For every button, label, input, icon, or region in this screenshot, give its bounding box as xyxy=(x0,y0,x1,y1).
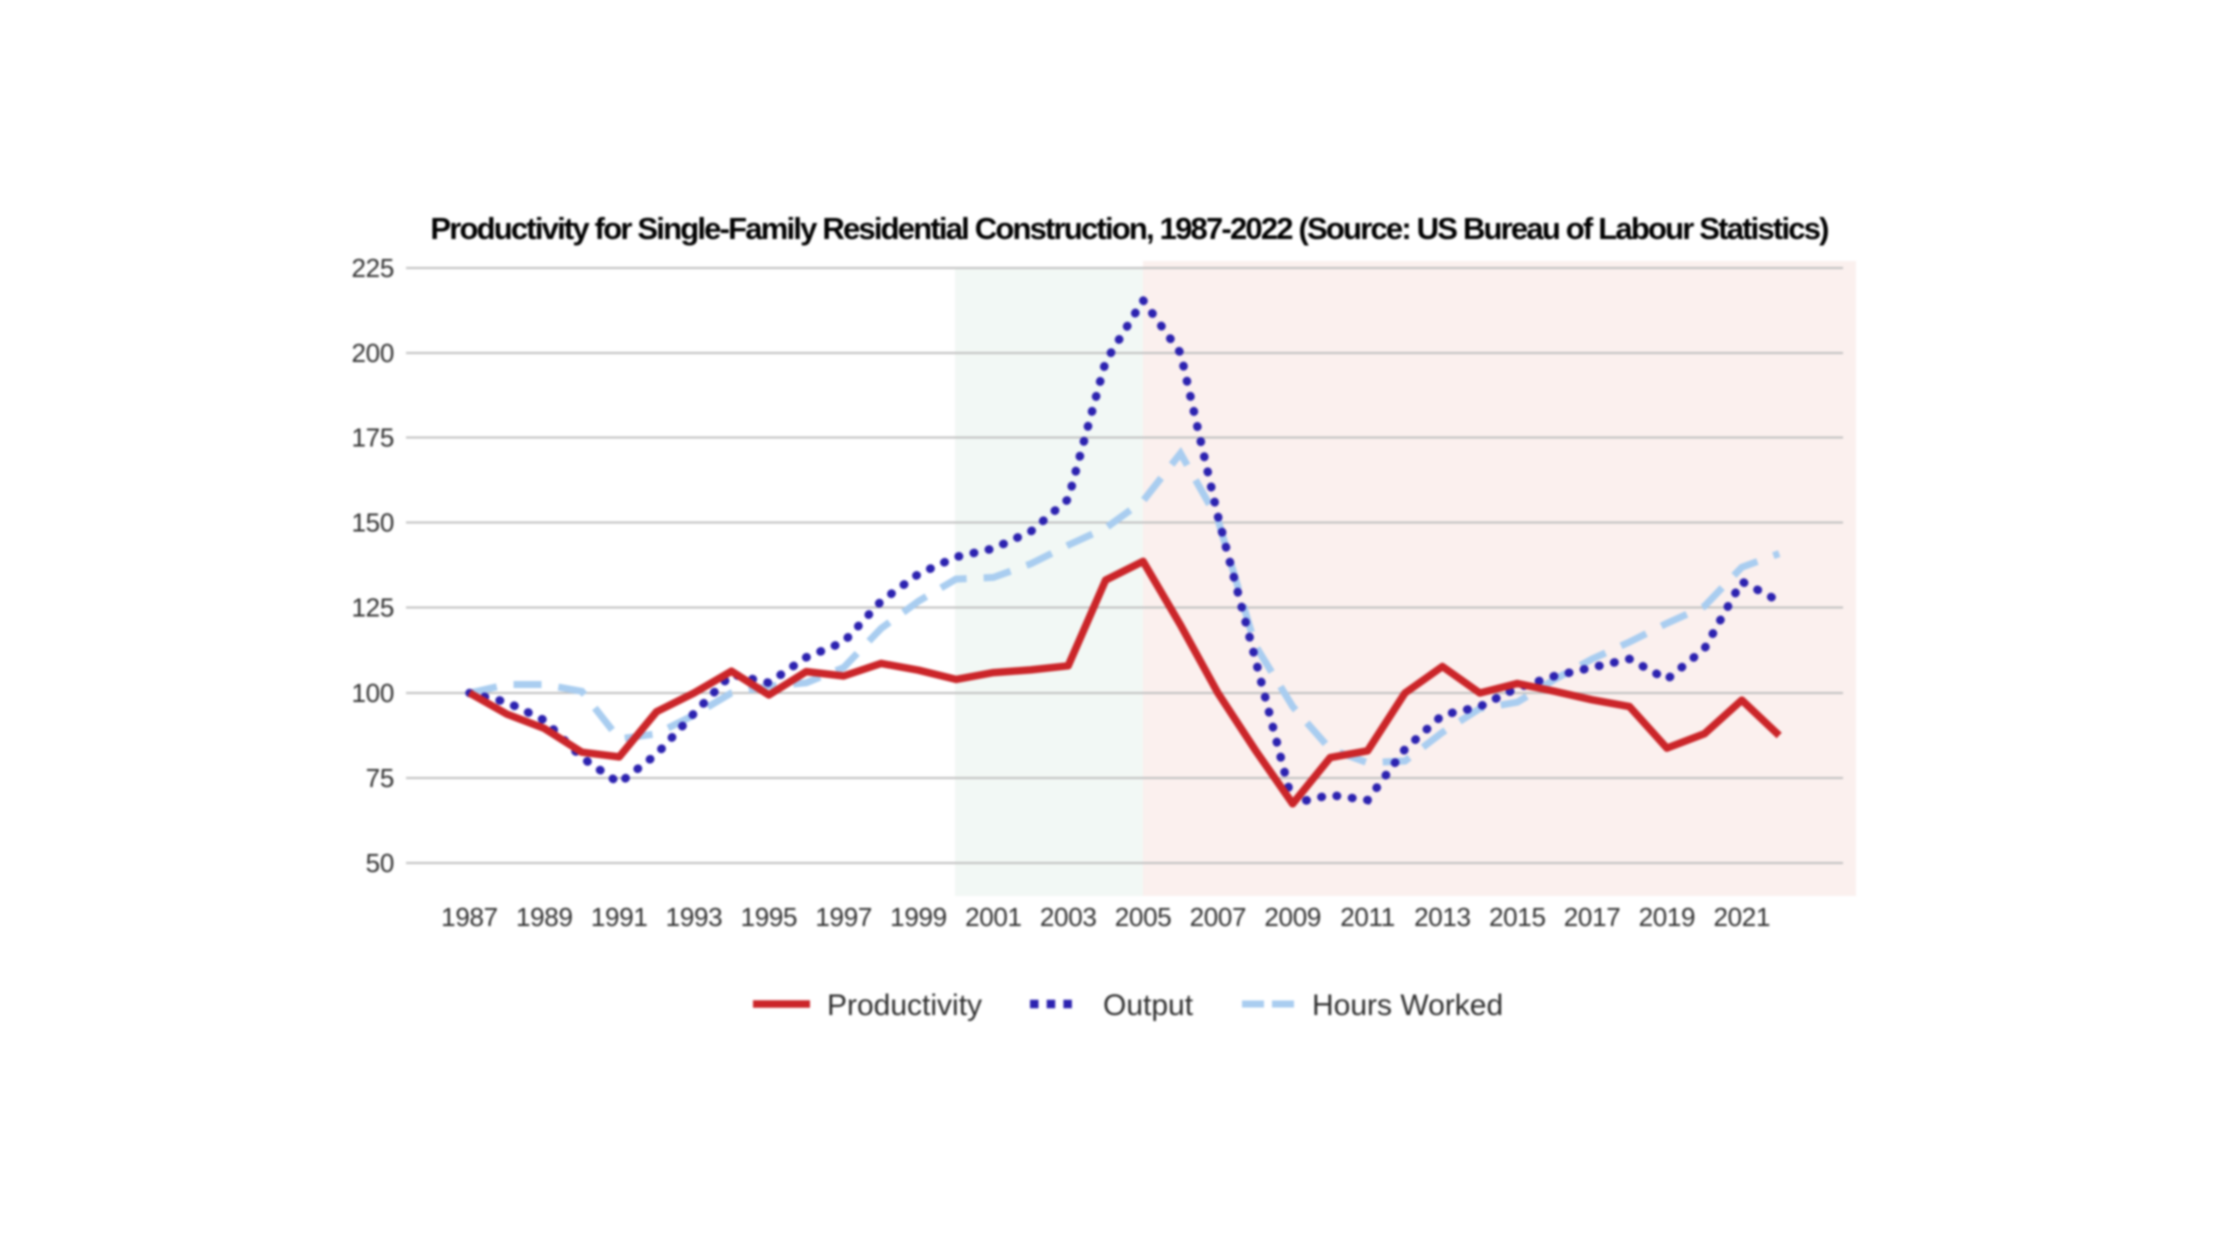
svg-text:1997: 1997 xyxy=(815,902,872,932)
svg-text:2011: 2011 xyxy=(1340,902,1395,932)
svg-text:1991: 1991 xyxy=(591,902,648,932)
svg-text:2021: 2021 xyxy=(1713,902,1770,932)
svg-text:Hours Worked: Hours Worked xyxy=(1312,989,1503,1022)
svg-text:2009: 2009 xyxy=(1264,902,1321,932)
svg-text:100: 100 xyxy=(352,678,394,708)
svg-text:2001: 2001 xyxy=(965,902,1022,932)
svg-text:2005: 2005 xyxy=(1115,902,1172,932)
svg-text:125: 125 xyxy=(352,593,394,623)
svg-text:1987: 1987 xyxy=(441,902,498,932)
svg-text:50: 50 xyxy=(366,848,394,878)
svg-text:Productivity for Single-Family: Productivity for Single-Family Residenti… xyxy=(430,211,1828,246)
svg-text:1999: 1999 xyxy=(890,902,947,932)
svg-text:1989: 1989 xyxy=(516,902,573,932)
svg-text:1995: 1995 xyxy=(741,902,798,932)
svg-text:Productivity: Productivity xyxy=(827,989,982,1022)
svg-text:200: 200 xyxy=(352,338,394,368)
svg-text:150: 150 xyxy=(352,508,394,538)
svg-text:2015: 2015 xyxy=(1489,902,1546,932)
svg-text:2013: 2013 xyxy=(1414,902,1471,932)
svg-text:2017: 2017 xyxy=(1564,902,1621,932)
svg-text:1993: 1993 xyxy=(666,902,723,932)
svg-text:2003: 2003 xyxy=(1040,902,1097,932)
svg-text:175: 175 xyxy=(352,423,394,453)
svg-text:75: 75 xyxy=(366,763,394,793)
svg-text:2019: 2019 xyxy=(1639,902,1696,932)
svg-text:2007: 2007 xyxy=(1190,902,1247,932)
svg-text:225: 225 xyxy=(352,253,394,283)
svg-text:Output: Output xyxy=(1103,989,1194,1022)
